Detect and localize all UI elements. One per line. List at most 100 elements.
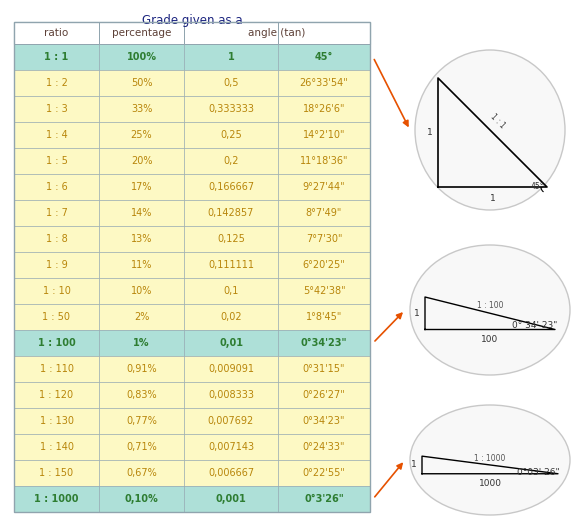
Text: 0,77%: 0,77% bbox=[126, 416, 157, 426]
Text: 100: 100 bbox=[482, 335, 499, 344]
Bar bbox=[14, 460, 99, 486]
Text: 0°24'33": 0°24'33" bbox=[303, 442, 345, 452]
Bar bbox=[184, 434, 278, 460]
Bar bbox=[184, 330, 278, 356]
Bar bbox=[278, 200, 370, 226]
Text: 1°8'45": 1°8'45" bbox=[306, 312, 342, 322]
Text: 0°34'23": 0°34'23" bbox=[300, 338, 348, 348]
Bar bbox=[14, 96, 99, 122]
Text: 25%: 25% bbox=[131, 130, 152, 140]
Text: 14°2'10": 14°2'10" bbox=[303, 130, 345, 140]
Text: angle (tan): angle (tan) bbox=[248, 28, 306, 38]
Bar bbox=[99, 226, 184, 252]
Bar bbox=[184, 486, 278, 512]
Bar bbox=[99, 200, 184, 226]
Text: 0,007143: 0,007143 bbox=[208, 442, 254, 452]
Text: 50%: 50% bbox=[131, 78, 152, 88]
Bar bbox=[14, 70, 99, 96]
Text: 0,333333: 0,333333 bbox=[208, 104, 254, 114]
Bar bbox=[278, 460, 370, 486]
Text: 1000: 1000 bbox=[479, 479, 502, 488]
Text: 1 : 110: 1 : 110 bbox=[39, 364, 74, 374]
Text: 1 : 5: 1 : 5 bbox=[45, 156, 68, 166]
Text: 1 : 9: 1 : 9 bbox=[46, 260, 68, 270]
Text: 0,25: 0,25 bbox=[220, 130, 242, 140]
Text: 0°3'26": 0°3'26" bbox=[304, 494, 344, 504]
Bar bbox=[184, 304, 278, 330]
Bar bbox=[184, 44, 278, 70]
Text: 0°31'15": 0°31'15" bbox=[303, 364, 345, 374]
Text: 14%: 14% bbox=[131, 208, 152, 218]
Bar bbox=[99, 252, 184, 278]
Text: 1 : 120: 1 : 120 bbox=[39, 390, 74, 400]
Bar bbox=[14, 226, 99, 252]
Text: 10%: 10% bbox=[131, 286, 152, 296]
Bar bbox=[278, 304, 370, 330]
Bar bbox=[14, 22, 370, 44]
Text: 0,008333: 0,008333 bbox=[208, 390, 254, 400]
Bar bbox=[278, 122, 370, 148]
Bar bbox=[14, 200, 99, 226]
Text: 8°7'49": 8°7'49" bbox=[306, 208, 342, 218]
Bar bbox=[278, 226, 370, 252]
Text: 1 : 1: 1 : 1 bbox=[489, 112, 507, 131]
Bar bbox=[278, 434, 370, 460]
Text: 0°22'55": 0°22'55" bbox=[303, 468, 345, 478]
Text: 1 : 1: 1 : 1 bbox=[44, 52, 69, 62]
Text: 17%: 17% bbox=[131, 182, 152, 192]
Text: 1 : 50: 1 : 50 bbox=[42, 312, 71, 322]
Text: 0,2: 0,2 bbox=[223, 156, 239, 166]
Text: 0,71%: 0,71% bbox=[126, 442, 157, 452]
Text: 0,006667: 0,006667 bbox=[208, 468, 254, 478]
Bar bbox=[99, 486, 184, 512]
Bar bbox=[99, 278, 184, 304]
Text: 1: 1 bbox=[415, 309, 420, 318]
Text: 1: 1 bbox=[490, 194, 495, 203]
Text: 2%: 2% bbox=[134, 312, 149, 322]
Text: 0,83%: 0,83% bbox=[126, 390, 157, 400]
Bar bbox=[184, 382, 278, 408]
Text: 0,009091: 0,009091 bbox=[208, 364, 254, 374]
Bar bbox=[278, 278, 370, 304]
Text: 1%: 1% bbox=[133, 338, 150, 348]
Text: 1 : 140: 1 : 140 bbox=[39, 442, 74, 452]
Text: 1 : 8: 1 : 8 bbox=[46, 234, 68, 244]
Bar bbox=[14, 434, 99, 460]
Bar bbox=[184, 70, 278, 96]
Text: 1 : 100: 1 : 100 bbox=[38, 338, 75, 348]
Bar bbox=[14, 330, 99, 356]
Text: 100%: 100% bbox=[126, 52, 156, 62]
Bar bbox=[184, 122, 278, 148]
Bar bbox=[99, 434, 184, 460]
Text: 0,02: 0,02 bbox=[220, 312, 242, 322]
Bar bbox=[99, 96, 184, 122]
Text: 1 : 150: 1 : 150 bbox=[39, 468, 74, 478]
Bar bbox=[278, 330, 370, 356]
Text: 45°: 45° bbox=[530, 182, 544, 191]
Bar bbox=[184, 278, 278, 304]
Ellipse shape bbox=[415, 50, 565, 210]
Text: 20%: 20% bbox=[131, 156, 152, 166]
Bar bbox=[184, 200, 278, 226]
Bar bbox=[14, 304, 99, 330]
Bar bbox=[99, 22, 184, 44]
Bar bbox=[278, 174, 370, 200]
Text: 1 : 130: 1 : 130 bbox=[39, 416, 74, 426]
Text: 1 : 2: 1 : 2 bbox=[45, 78, 68, 88]
Bar bbox=[278, 96, 370, 122]
Text: 1 : 6: 1 : 6 bbox=[46, 182, 68, 192]
Bar bbox=[14, 22, 99, 44]
Text: 18°26'6": 18°26'6" bbox=[303, 104, 345, 114]
Text: 0°03' 26": 0°03' 26" bbox=[517, 468, 560, 477]
Text: 45°: 45° bbox=[315, 52, 333, 62]
Text: 1 : 1000: 1 : 1000 bbox=[475, 454, 506, 463]
Text: 1: 1 bbox=[411, 461, 417, 470]
Text: 11%: 11% bbox=[131, 260, 152, 270]
Text: 1 : 7: 1 : 7 bbox=[45, 208, 68, 218]
Bar bbox=[14, 278, 99, 304]
Bar bbox=[14, 122, 99, 148]
Bar bbox=[278, 486, 370, 512]
Bar bbox=[14, 356, 99, 382]
Text: 0°26'27": 0°26'27" bbox=[303, 390, 345, 400]
Bar bbox=[278, 356, 370, 382]
